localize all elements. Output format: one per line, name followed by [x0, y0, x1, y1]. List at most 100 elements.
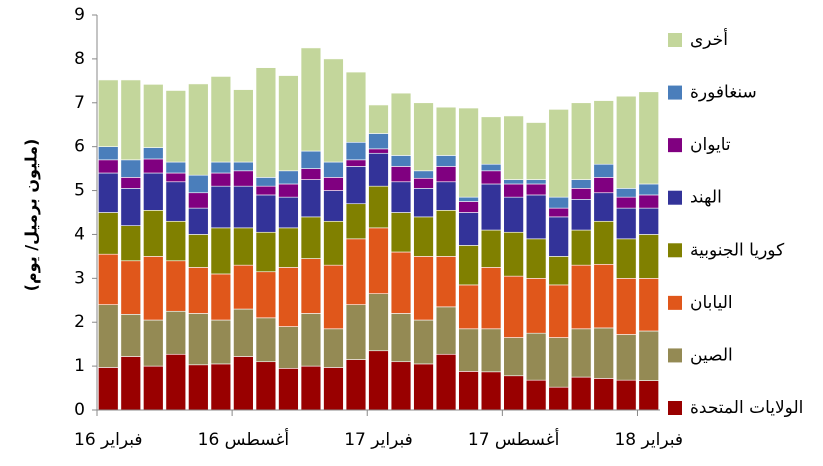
legend-label: كوريا الجنوبية: [690, 240, 785, 260]
bar-segment: [525, 179, 547, 185]
bar-segment: [548, 386, 569, 411]
bar-segment: [390, 155, 412, 167]
y-tick-label: 5: [74, 181, 85, 201]
bar-segment: [616, 334, 637, 381]
y-tick-label: 1: [74, 356, 85, 376]
y-tick-label: 4: [74, 224, 85, 244]
legend-swatch: [668, 401, 682, 415]
bar-segment: [390, 92, 412, 156]
bar-segment: [188, 313, 209, 366]
bar-segment: [233, 185, 254, 229]
legend-swatch: [668, 348, 682, 363]
bar-segment: [165, 181, 187, 222]
bar-segment: [300, 216, 322, 259]
bar-segment: [480, 328, 502, 373]
bar-segment: [300, 47, 322, 152]
x-tick-label: أغسطس 17: [468, 428, 559, 450]
bar-segment: [278, 267, 299, 327]
bar-segment: [345, 141, 367, 161]
bar-segment: [593, 220, 614, 265]
bar-segment: [255, 194, 277, 233]
bar-segment: [165, 172, 187, 183]
bar-segment: [323, 367, 344, 411]
bar-segment: [480, 163, 502, 172]
y-tick-label: 8: [74, 49, 85, 69]
bar-segment: [323, 190, 344, 222]
bar-segment: [233, 161, 254, 172]
bar-segment: [390, 313, 412, 363]
bar-segment: [413, 188, 434, 218]
bar-segment: [300, 258, 322, 314]
bar-segment: [368, 133, 389, 150]
bar-segment: [368, 104, 389, 134]
bar-segment: [278, 170, 299, 185]
bar-segment: [525, 332, 547, 381]
bar-segment: [188, 234, 209, 268]
bar-segment: [525, 379, 547, 411]
bar-segment: [638, 380, 659, 411]
bar-segment: [233, 89, 254, 163]
bar-segment: [390, 251, 412, 314]
bar-segment: [503, 115, 524, 180]
bar-segment: [300, 168, 322, 180]
bar-segment: [120, 79, 141, 161]
bar-segment: [323, 58, 344, 163]
bar-segment: [435, 256, 457, 308]
bar-segment: [480, 170, 502, 185]
y-tick-label: 0: [74, 400, 85, 420]
bar-segment: [98, 172, 119, 213]
x-tick-label: أغسطس 16: [198, 428, 289, 450]
bar-segment: [143, 319, 164, 367]
bar-segment: [413, 102, 434, 172]
bar-segment: [278, 183, 299, 198]
bar-segment: [570, 199, 592, 231]
bar-segment: [570, 179, 592, 189]
bar-segment: [480, 183, 502, 231]
bar-segment: [188, 174, 209, 194]
legend-label: تايوان: [690, 135, 731, 155]
bar-segment: [616, 95, 637, 189]
bar-segment: [525, 238, 547, 279]
bar-segment: [570, 102, 592, 180]
bar-segment: [435, 106, 457, 156]
bar-segment: [548, 256, 569, 286]
bar-segment: [120, 177, 141, 189]
bar-segment: [255, 361, 277, 411]
bar-segment: [638, 183, 659, 196]
bar-segment: [458, 196, 479, 202]
bar-segment: [458, 328, 479, 372]
y-tick-label: 9: [74, 5, 85, 25]
bar-segment: [165, 353, 187, 411]
bar-segment: [255, 177, 277, 187]
x-tick-label: فبراير 18: [614, 430, 683, 450]
bar-segment: [300, 150, 322, 169]
bar-segment: [323, 177, 344, 191]
bar-segment: [143, 84, 164, 148]
bar-segment: [616, 188, 637, 198]
bar-segment: [413, 319, 434, 365]
bar-segment: [458, 201, 479, 213]
y-tick-label: 3: [74, 268, 85, 288]
bar-segment: [593, 378, 614, 411]
bar-segment: [255, 67, 277, 178]
bar-segment: [593, 263, 614, 329]
bar-segment: [503, 183, 524, 198]
bar-segment: [435, 181, 457, 211]
bar-segment: [233, 227, 254, 266]
bar-segment: [165, 220, 187, 262]
bar-segment: [570, 328, 592, 378]
legend-label: الهند: [690, 188, 722, 208]
bar-segment: [390, 212, 412, 253]
bar-segment: [98, 146, 119, 161]
bar-segment: [120, 188, 141, 226]
bar-segment: [435, 155, 457, 167]
bar-segment: [345, 203, 367, 240]
bar-segment: [368, 185, 389, 229]
bar-segment: [638, 194, 659, 209]
bar-segment: [570, 188, 592, 200]
bar-segment: [210, 172, 232, 187]
bar-segment: [368, 152, 389, 187]
bar-segment: [593, 192, 614, 222]
bar-segment: [188, 267, 209, 314]
bar-segment: [548, 337, 569, 388]
